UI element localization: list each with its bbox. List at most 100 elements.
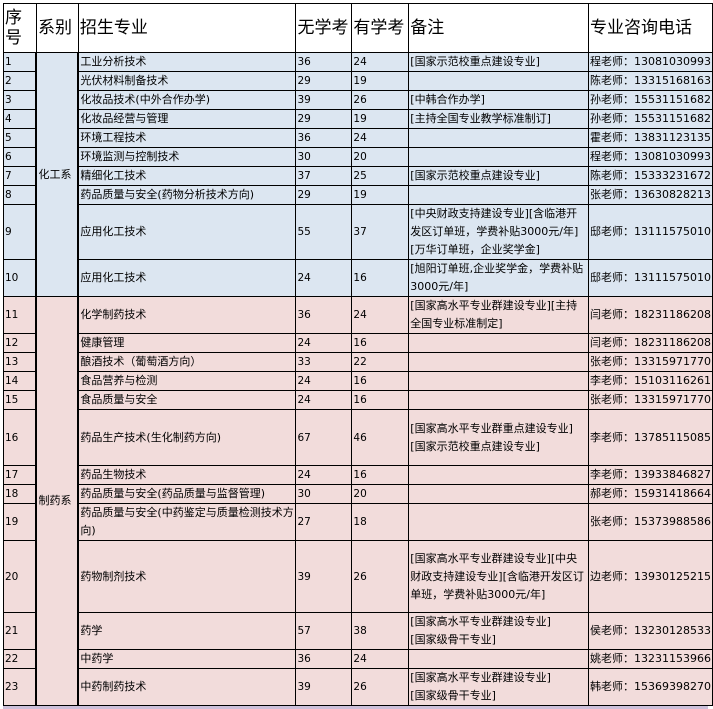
row-major: 化妆品经营与管理 [77, 109, 297, 129]
row-no-exam: 29 [295, 71, 353, 91]
row-seq: 7 [3, 166, 37, 186]
row-seq: 13 [3, 352, 37, 372]
row-note: [国家高水平专业群建设专业][主持全国专业标准制定] [408, 296, 589, 334]
row-seq: 4 [3, 109, 37, 129]
row-no-exam: 30 [295, 484, 353, 504]
row-exam: 19 [351, 71, 410, 91]
table-row: 13 酿酒技术（葡萄酒方向） 33 22 张老师：13315971770 [3, 352, 713, 372]
row-exam: 19 [351, 185, 410, 205]
table-row: 20 药物制剂技术 39 26 [国家高水平专业群建设专业][中央财政支持建设专业][含… [3, 540, 713, 613]
row-phone: 李老师：13785115085 [587, 409, 713, 466]
row-phone: 张老师：13630828213 [587, 185, 713, 205]
row-seq: 18 [3, 484, 37, 504]
row-exam: 24 [351, 649, 410, 669]
row-seq: 3 [3, 90, 37, 110]
row-seq: 20 [3, 540, 37, 613]
row-no-exam: 33 [295, 352, 353, 372]
row-seq: 11 [3, 296, 37, 334]
row-no-exam: 36 [295, 649, 353, 669]
row-seq: 1 [3, 52, 37, 72]
row-note: [国家高水平专业群建设专业][中央财政支持建设专业][含临港开发区订单班，学费补… [408, 540, 589, 613]
row-note [408, 503, 589, 541]
row-note [408, 352, 589, 372]
table-row: 18 药品质量与安全(药品质量与监督管理) 30 20 郝老师：15931418664 [3, 484, 713, 504]
row-phone: 闫老师：18231186208 [587, 296, 713, 334]
row-phone: 侯老师：13230128533 [587, 612, 713, 650]
row-major: 药品质量与安全(药物分析技术方向) [77, 185, 297, 205]
header-major: 招生专业 [77, 3, 297, 53]
row-note: [国家高水平专业群重点建设专业] [国家示范校重点建设专业] [408, 409, 589, 466]
row-note: [国家示范校重点建设专业] [408, 166, 589, 186]
row-seq: 16 [3, 409, 37, 466]
table-row: 19 药品质量与安全(中药鉴定与质量检测技术方向) 27 18 张老师：15373988… [3, 503, 713, 541]
row-seq: 21 [3, 612, 37, 650]
row-exam: 46 [351, 409, 410, 466]
row-exam: 25 [351, 166, 410, 186]
row-seq: 22 [3, 649, 37, 669]
row-no-exam: 36 [295, 128, 353, 148]
table-row: 6 环境监测与控制技术 30 20 程老师：13081030993 [3, 147, 713, 167]
row-note [408, 649, 589, 669]
row-note: [中韩合作办学] [408, 90, 589, 110]
row-exam: 18 [351, 503, 410, 541]
row-phone: 陈老师：13315168163 [587, 71, 713, 91]
table-row: 14 食品营养与检测 24 16 李老师：15103116261 [3, 371, 713, 391]
row-exam: 24 [351, 52, 410, 72]
table-row: 21 药学 57 38 [国家高水平专业群建设专业] [国家级骨干专业] 侯老师：1323… [3, 612, 713, 650]
row-phone: 程老师：13081030993 [587, 147, 713, 167]
row-no-exam: 29 [295, 185, 353, 205]
row-phone: 霍老师：13831123135 [587, 128, 713, 148]
row-major: 工业分析技术 [77, 52, 297, 72]
row-no-exam: 39 [295, 540, 353, 613]
row-phone: 邸老师：13111575010 [587, 204, 713, 260]
row-seq: 9 [3, 204, 37, 260]
header-note: 备注 [408, 3, 589, 53]
row-major: 应用化工技术 [77, 204, 297, 260]
row-phone: 陈老师：15333231672 [587, 166, 713, 186]
table-row: 17 药品生物技术 24 16 李老师：13933846827 [3, 465, 713, 485]
row-note [408, 128, 589, 148]
row-exam: 38 [351, 612, 410, 650]
row-note: [国家高水平专业群建设专业] [国家级骨干专业] [408, 668, 589, 706]
row-seq: 2 [3, 71, 37, 91]
row-note: [主持全国专业教学标准制订] [408, 109, 589, 129]
row-no-exam: 39 [295, 668, 353, 706]
row-exam: 16 [351, 390, 410, 410]
table-row: 4 化妆品经营与管理 29 19 [主持全国专业教学标准制订] 孙老师：155311516… [3, 109, 713, 129]
row-phone: 张老师：15373988586 [587, 503, 713, 541]
header-no-exam: 无学考 [295, 3, 353, 53]
row-phone: 孙老师：15531151682 [587, 90, 713, 110]
row-phone: 张老师：13315971770 [587, 390, 713, 410]
row-note [408, 71, 589, 91]
row-exam: 26 [351, 90, 410, 110]
row-note [408, 147, 589, 167]
row-seq: 5 [3, 128, 37, 148]
row-no-exam: 37 [295, 166, 353, 186]
row-note: [中央财政支持建设专业][含临港开发区订单班，学费补贴3000元/年][万华订单… [408, 204, 589, 260]
admissions-table: 序号 系别 招生专业 无学考 有学考 备注 专业咨询电话 1 化工系 工业分析技术 3… [3, 3, 713, 706]
row-major: 中药制药技术 [77, 668, 297, 706]
row-phone: 张老师：13315971770 [587, 352, 713, 372]
row-seq: 10 [3, 259, 37, 297]
row-major: 食品营养与检测 [77, 371, 297, 391]
row-exam: 20 [351, 484, 410, 504]
row-no-exam: 24 [295, 465, 353, 485]
row-phone: 闫老师：18231186208 [587, 333, 713, 353]
row-no-exam: 24 [295, 390, 353, 410]
header-dept: 系别 [35, 3, 79, 53]
row-major: 环境监测与控制技术 [77, 147, 297, 167]
row-exam: 20 [351, 147, 410, 167]
row-major: 应用化工技术 [77, 259, 297, 297]
table-row: 16 药品生产技术(生化制药方向) 67 46 [国家高水平专业群重点建设专业] [国家… [3, 409, 713, 466]
row-exam: 24 [351, 128, 410, 148]
row-note [408, 333, 589, 353]
table-row: 12 健康管理 24 16 闫老师：18231186208 [3, 333, 713, 353]
row-exam: 37 [351, 204, 410, 260]
row-no-exam: 36 [295, 296, 353, 334]
header-phone: 专业咨询电话 [587, 3, 713, 53]
row-major: 药品生产技术(生化制药方向) [77, 409, 297, 466]
row-exam: 24 [351, 296, 410, 334]
dept-pharm: 制药系 [35, 296, 80, 706]
row-major: 化学制药技术 [77, 296, 297, 334]
row-major: 药学 [77, 612, 297, 650]
